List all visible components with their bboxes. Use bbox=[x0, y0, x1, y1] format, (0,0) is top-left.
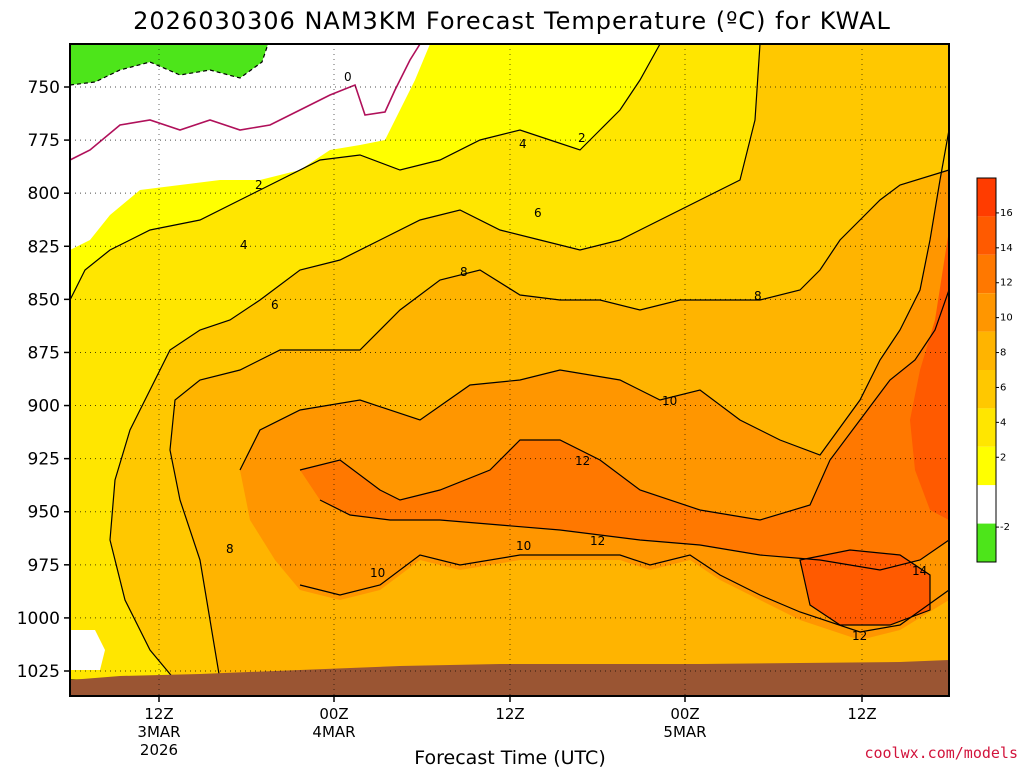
contour-label: 4 bbox=[519, 137, 527, 151]
y-tick-label: 1000 bbox=[17, 609, 60, 629]
colorbar-frame bbox=[976, 177, 997, 563]
x-tick-label: 00Z bbox=[670, 705, 699, 723]
x-tick-label: 12Z bbox=[144, 705, 173, 723]
colorbar-tick-label: 8 bbox=[1000, 348, 1006, 359]
colorbar-tick-label: 4 bbox=[1000, 417, 1006, 428]
band-neg2-2-lower bbox=[70, 630, 105, 670]
contour-label: 12 bbox=[590, 534, 605, 548]
colorbar-tick-label: 14 bbox=[1000, 243, 1013, 254]
y-tick-label: 950 bbox=[28, 503, 60, 523]
y-tick-label: 900 bbox=[28, 397, 60, 417]
y-tick-label: 750 bbox=[28, 78, 60, 98]
y-tick-label: 800 bbox=[28, 184, 60, 204]
contour-label: 0 bbox=[344, 70, 352, 84]
y-tick-label: 825 bbox=[28, 237, 60, 257]
freezing-contour bbox=[69, 43, 421, 161]
colorbar-bin bbox=[977, 370, 996, 409]
band-neg2-2 bbox=[70, 44, 430, 250]
colorbar-bin bbox=[977, 216, 996, 255]
credit-link[interactable]: coolwx.com/models bbox=[864, 744, 1018, 762]
gridlines bbox=[70, 44, 949, 696]
contour-lines bbox=[69, 43, 950, 681]
x-tick-label: 12Z bbox=[847, 705, 876, 723]
contour-label: 14 bbox=[912, 564, 927, 578]
contour-label: 10 bbox=[662, 394, 677, 408]
contour-label: 10 bbox=[370, 566, 385, 580]
contour-label: 8 bbox=[226, 542, 234, 556]
contour-label: 6 bbox=[534, 206, 542, 220]
band-14-16 bbox=[800, 550, 930, 625]
y-tick-label: 850 bbox=[28, 290, 60, 310]
x-tick-label: 00Z bbox=[319, 705, 348, 723]
colorbar-tick-label: 12 bbox=[1000, 278, 1013, 289]
contour-label: 4 bbox=[240, 238, 248, 252]
y-tick-label: 925 bbox=[28, 450, 60, 470]
band-12-14 bbox=[300, 290, 949, 570]
y-axis: 750 775 800 825 850 875 900 925 950 975 1000 1025 bbox=[17, 78, 70, 682]
colorbar-bin bbox=[977, 485, 996, 524]
y-tick-label: 875 bbox=[28, 343, 60, 363]
colorbar-bin bbox=[977, 254, 996, 294]
x-tick-date: 4MAR bbox=[312, 723, 355, 741]
colorbar-tick-label: 6 bbox=[1000, 382, 1006, 393]
x-tick-date: 3MAR bbox=[137, 723, 180, 741]
colorbar-bin bbox=[977, 178, 996, 217]
y-tick-label: 775 bbox=[28, 131, 60, 151]
contour-label: 2 bbox=[255, 178, 263, 192]
contour-labels: 0 2 2 4 4 6 6 8 8 8 10 10 10 12 12 12 14 bbox=[226, 70, 927, 643]
contour-label: 12 bbox=[575, 454, 590, 468]
band-4-6 bbox=[70, 44, 760, 680]
x-tick-date: 5MAR bbox=[663, 723, 706, 741]
contour-label: 10 bbox=[516, 539, 531, 553]
y-tick-label: 975 bbox=[28, 556, 60, 576]
x-tick-label: 12Z bbox=[495, 705, 524, 723]
contour-label: 12 bbox=[852, 629, 867, 643]
contour-label: 8 bbox=[460, 265, 468, 279]
colorbar-bin bbox=[977, 331, 996, 370]
colorbar-bin bbox=[977, 293, 996, 332]
x-axis-label: Forecast Time (UTC) bbox=[414, 747, 605, 768]
colorbar-tick-label: -2 bbox=[1000, 522, 1010, 533]
contour-label: 2 bbox=[578, 131, 586, 145]
colorbar-tick-label: 16 bbox=[1000, 208, 1013, 219]
chart-title: 2026030306 NAM3KM Forecast Temperature (… bbox=[133, 7, 891, 35]
colorbar-bin bbox=[977, 523, 996, 562]
terrain bbox=[70, 660, 949, 696]
colorbar-tick-label: 2 bbox=[1000, 452, 1006, 463]
contour-label: 8 bbox=[754, 289, 762, 303]
contour-label: 6 bbox=[271, 298, 279, 312]
band-14-16-right bbox=[910, 230, 949, 520]
colorbar: -2 2 4 6 8 10 12 14 16 bbox=[976, 177, 1013, 563]
colorbar-bin bbox=[977, 446, 996, 486]
plot-area: 0 2 2 4 4 6 6 8 8 8 10 10 10 12 12 12 14 bbox=[69, 43, 950, 697]
colorbar-bin bbox=[977, 408, 996, 447]
x-tick-year: 2026 bbox=[140, 741, 178, 759]
band-below-neg2 bbox=[70, 44, 268, 85]
y-tick-label: 1025 bbox=[17, 662, 60, 682]
colorbar-tick-label: 10 bbox=[1000, 313, 1013, 324]
